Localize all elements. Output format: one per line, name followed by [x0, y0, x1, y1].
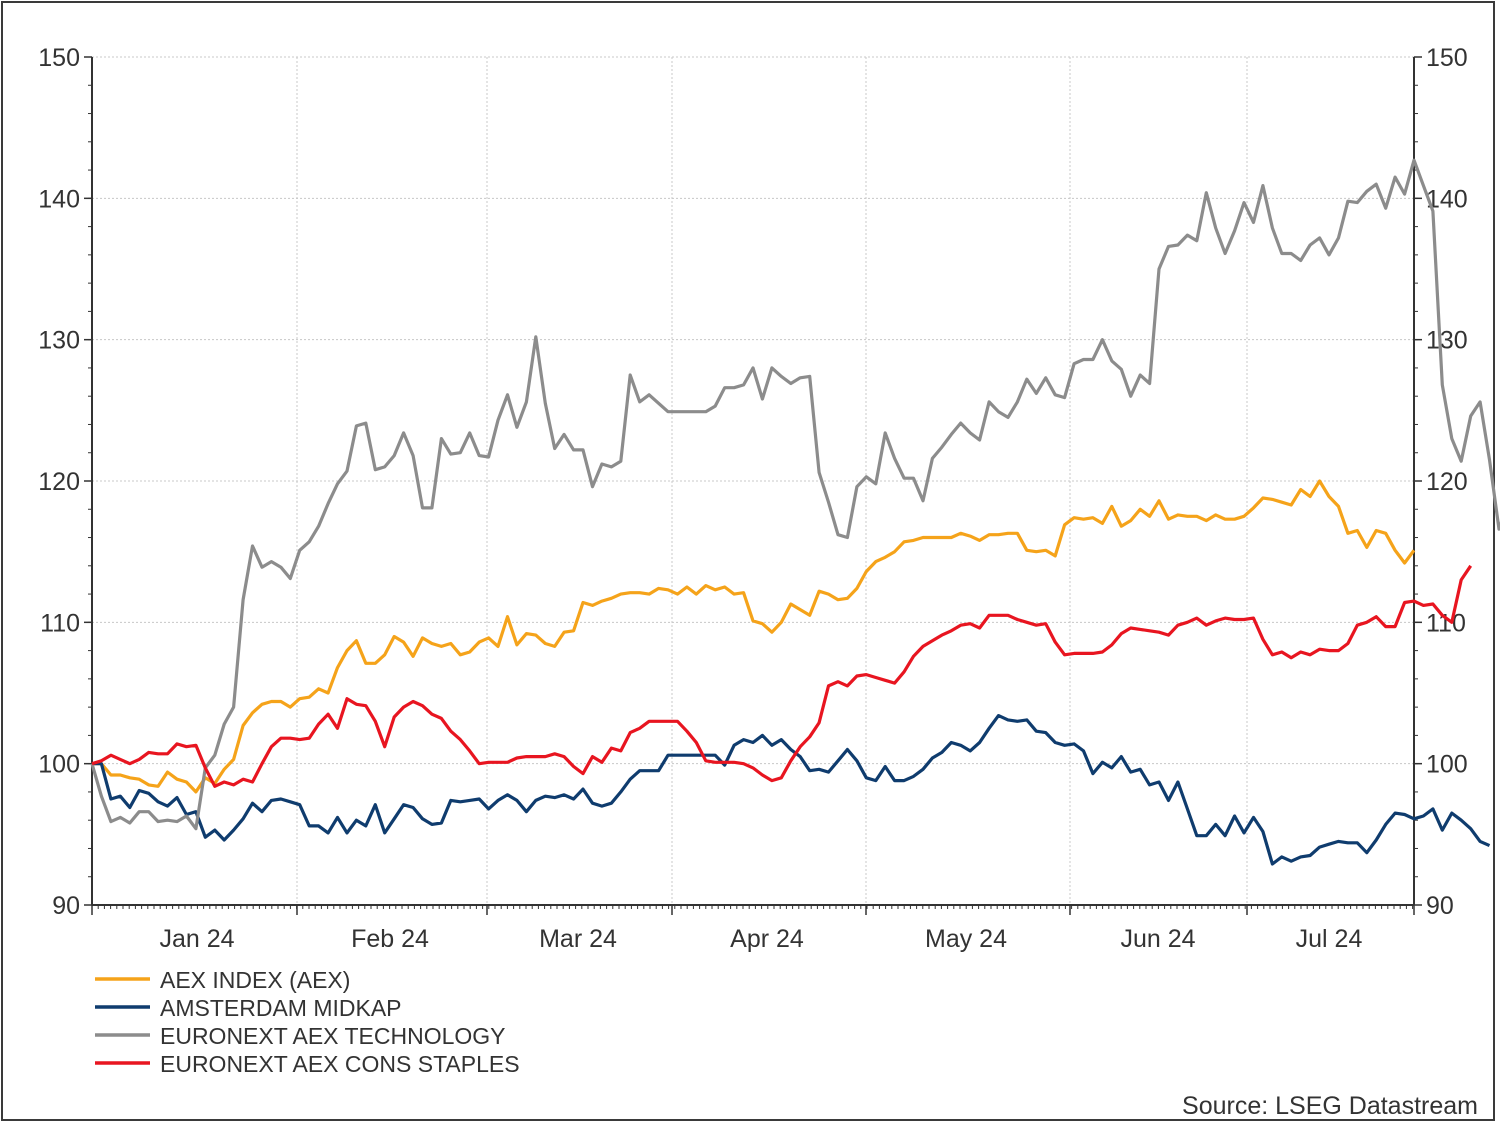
- y-tick-label-right: 90: [1426, 892, 1454, 920]
- series-line: [91, 564, 1473, 788]
- y-tick-label-right: 130: [1426, 327, 1468, 355]
- x-tick-label: Jul 24: [1296, 925, 1363, 953]
- y-tick-label-left: 90: [52, 892, 80, 920]
- x-tick-label: Feb 24: [351, 925, 429, 953]
- series-lines: [90, 158, 1500, 866]
- legend-label: EURONEXT AEX TECHNOLOGY: [160, 1023, 506, 1049]
- grid: [92, 56, 1414, 905]
- series-line: [92, 713, 1491, 866]
- series-line: [90, 158, 1500, 831]
- source-note: Source: LSEG Datastream: [1182, 1092, 1478, 1120]
- x-tick-label: May 24: [925, 925, 1007, 953]
- y-tick-label-left: 100: [38, 751, 80, 779]
- series-line: [92, 479, 1416, 794]
- y-tick-label-left: 120: [38, 468, 80, 496]
- y-tick-label-right: 120: [1426, 468, 1468, 496]
- y-tick-label-left: 140: [38, 185, 80, 213]
- x-tick-label: Mar 24: [539, 925, 617, 953]
- x-tick-label: Jan 24: [159, 925, 234, 953]
- y-tick-label-left: 110: [40, 609, 80, 637]
- legend: AEX INDEX (AEX)AMSTERDAM MIDKAPEURONEXT …: [95, 967, 520, 1077]
- y-tick-label-left: 150: [38, 44, 80, 72]
- y-tick-label-right: 150: [1426, 44, 1468, 72]
- x-tick-label: Jun 24: [1120, 925, 1195, 953]
- x-tick-label: Apr 24: [730, 925, 804, 953]
- legend-label: AMSTERDAM MIDKAP: [160, 995, 402, 1021]
- legend-label: EURONEXT AEX CONS STAPLES: [160, 1051, 520, 1077]
- legend-label: AEX INDEX (AEX): [160, 967, 350, 993]
- y-tick-label-right: 100: [1426, 751, 1468, 779]
- y-tick-label-right: 110: [1426, 609, 1466, 637]
- y-tick-label-left: 130: [38, 327, 80, 355]
